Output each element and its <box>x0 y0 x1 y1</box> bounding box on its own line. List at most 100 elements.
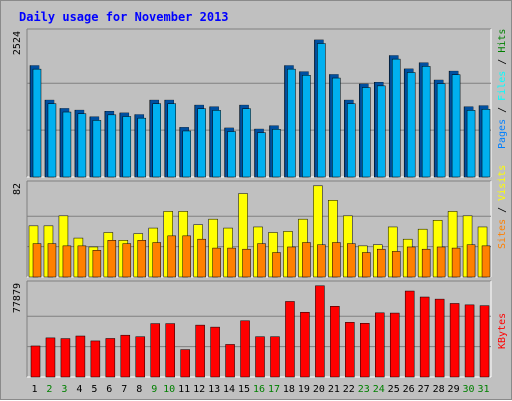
bar-kbytes <box>389 312 400 378</box>
bar-kbytes <box>464 304 475 378</box>
x-tick-label: 9 <box>151 384 157 395</box>
bar-files <box>347 103 356 178</box>
bar-kbytes <box>345 322 355 378</box>
bar-kbytes <box>419 296 430 378</box>
x-tick-label: 2 <box>46 384 52 395</box>
x-tick-label: 24 <box>373 384 385 395</box>
bar-sites <box>362 252 371 278</box>
bar-sites <box>302 242 311 278</box>
x-tick-label: 20 <box>313 384 325 395</box>
legend-hits: Hits <box>497 29 508 53</box>
bar-files <box>47 103 57 178</box>
bar-sites <box>197 238 206 278</box>
bar-kbytes <box>240 320 250 378</box>
bar-kbytes <box>255 336 265 378</box>
bar-kbytes <box>150 323 160 378</box>
bar-sites <box>227 247 236 278</box>
bar-kbytes <box>375 312 385 378</box>
bar-sites <box>167 235 176 278</box>
chart-panels: 2524 Pages / Files / Hits 82 Sites / Visits… <box>12 28 508 378</box>
bar-sites <box>152 242 161 278</box>
bar-files <box>332 77 341 178</box>
bar-kbytes <box>330 306 340 378</box>
bar-files <box>182 130 191 178</box>
bar-files <box>317 43 326 178</box>
x-tick-label: 13 <box>208 384 220 395</box>
x-tick-label: 15 <box>238 384 250 395</box>
bar-sites <box>481 245 491 278</box>
x-tick-label: 28 <box>433 384 445 395</box>
x-tick-label: 21 <box>328 384 340 395</box>
x-tick-label: 23 <box>358 384 370 395</box>
bar-kbytes <box>225 344 235 378</box>
x-tick-label: 10 <box>163 384 175 395</box>
x-axis-ticks: 1 2 3 4 5 6 7 8 9 10 11 12 13 14 15 16 17 18 19 20 21 22 23 24 2… <box>31 384 489 395</box>
bar-kbytes <box>360 322 370 378</box>
bar-sites <box>436 246 446 278</box>
bar-files <box>77 113 87 178</box>
x-tick-label: 16 <box>253 384 265 395</box>
panel-top: 2524 Pages / Files / Hits <box>12 28 508 178</box>
bar-sites <box>406 246 416 278</box>
x-tick-label: 6 <box>106 384 112 395</box>
x-tick-label: 7 <box>121 384 127 395</box>
bar-sites <box>272 252 281 278</box>
panel-middle: 82 Sites / Visits <box>12 165 508 278</box>
bar-kbytes <box>315 285 325 378</box>
bar-files <box>167 103 176 178</box>
bar-sites <box>122 243 132 278</box>
bar-kbytes <box>404 290 415 378</box>
x-tick-label: 12 <box>193 384 205 395</box>
bar-files <box>242 108 251 178</box>
bar-sites <box>212 247 221 278</box>
bar-files <box>257 132 266 178</box>
x-tick-label: 8 <box>136 384 142 395</box>
bar-files <box>197 108 206 178</box>
x-tick-label: 5 <box>91 384 97 395</box>
x-tick-label: 27 <box>418 384 430 395</box>
bar-kbytes <box>434 298 445 378</box>
x-tick-label: 31 <box>477 384 489 395</box>
legend-kbytes: KBytes <box>497 313 508 349</box>
bar-sites <box>421 248 431 278</box>
bar-sites <box>451 247 461 278</box>
bar-files <box>377 85 386 178</box>
bar-sites <box>77 245 87 278</box>
bar-files <box>436 83 446 178</box>
bar-files <box>466 110 476 178</box>
bar-kbytes <box>30 345 41 378</box>
bar-files <box>152 103 161 178</box>
x-tick-label: 3 <box>61 384 67 395</box>
x-tick-label: 1 <box>31 384 37 395</box>
panel-bottom: 77879 KBytes <box>12 280 508 378</box>
bar-files <box>406 72 416 178</box>
bar-files <box>287 68 296 178</box>
bar-files <box>391 58 401 178</box>
y-max-label-middle: 82 <box>12 183 23 195</box>
bar-files <box>421 66 431 178</box>
bar-kbytes <box>195 324 205 378</box>
x-tick-label: 25 <box>388 384 400 395</box>
x-tick-label: 18 <box>283 384 295 395</box>
chart-title: Daily usage for November 2013 <box>19 10 229 24</box>
bar-kbytes <box>270 336 280 378</box>
bar-sites <box>32 243 42 278</box>
legend-sites: Sites <box>497 219 508 249</box>
bar-sites <box>347 243 356 278</box>
x-tick-label: 29 <box>448 384 460 395</box>
x-tick-label: 19 <box>298 384 310 395</box>
legend-separator: / <box>497 201 508 219</box>
bar-sites <box>182 235 191 278</box>
bar-files <box>92 120 102 178</box>
bar-kbytes <box>105 338 116 378</box>
legend-visits: Visits <box>497 165 508 201</box>
bar-sites <box>332 242 341 278</box>
bar-sites <box>137 240 147 278</box>
bar-files <box>272 129 281 178</box>
x-tick-label: 11 <box>178 384 190 395</box>
bar-kbytes <box>285 301 295 378</box>
x-tick-label: 14 <box>223 384 235 395</box>
bar-kbytes <box>180 349 190 378</box>
